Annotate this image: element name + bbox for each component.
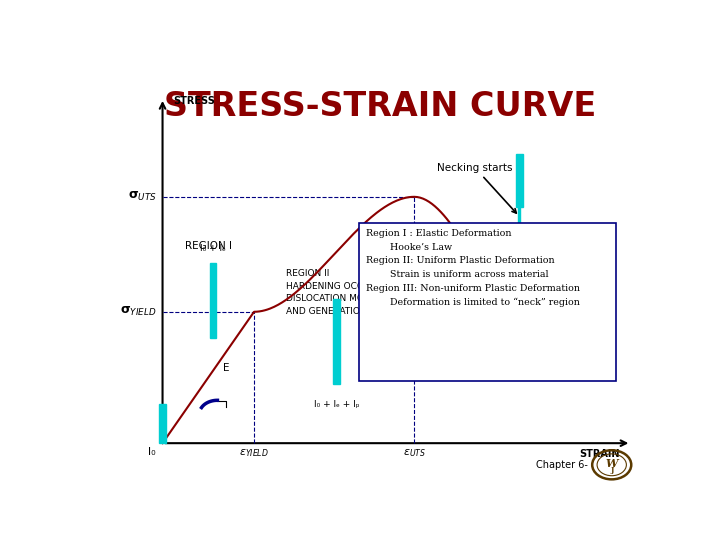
Text: l₀ + lₑ: l₀ + lₑ: [200, 244, 226, 253]
Bar: [159, 404, 166, 443]
Bar: [516, 154, 523, 207]
Text: STRAIN: STRAIN: [580, 449, 620, 460]
Text: J: J: [610, 466, 613, 474]
Text: REGION I: REGION I: [185, 241, 232, 251]
Text: $\varepsilon_{UTS}$: $\varepsilon_{UTS}$: [402, 447, 426, 459]
Text: l₀ + lₑ + lₚ: l₀ + lₑ + lₚ: [314, 401, 359, 409]
Bar: [516, 226, 523, 299]
Text: $\mathbf{\sigma}_{UTS}$: $\mathbf{\sigma}_{UTS}$: [128, 190, 157, 204]
Text: REGION III: REGION III: [438, 241, 491, 251]
Text: REGION II
HARDENING OCCURS
DISLOCATION MOTION
AND GENERATION !: REGION II HARDENING OCCURS DISLOCATION M…: [286, 269, 386, 315]
Text: STRESS-STRAIN CURVE: STRESS-STRAIN CURVE: [164, 90, 596, 123]
Bar: [359, 223, 616, 381]
Text: $\varepsilon_{YIELD}$: $\varepsilon_{YIELD}$: [239, 447, 269, 459]
Text: Necking starts: Necking starts: [437, 163, 516, 213]
Text: l₀: l₀: [148, 447, 156, 457]
Text: $\mathbf{\sigma}_{YIELD}$: $\mathbf{\sigma}_{YIELD}$: [120, 305, 157, 319]
Text: $\mathbf{\sigma}_{FAILURE}$ $\mathbf{or}$ $\mathbf{\sigma}_{FRACTURE}$: $\mathbf{\sigma}_{FAILURE}$ $\mathbf{or}…: [474, 345, 574, 357]
Bar: [210, 262, 216, 338]
Bar: [518, 207, 521, 226]
Text: W: W: [606, 457, 618, 469]
Text: Chapter 6-: Chapter 6-: [536, 460, 588, 470]
Text: Region I : Elastic Deformation
        Hooke’s Law
Region II: Uniform Plastic De: Region I : Elastic Deformation Hooke’s L…: [366, 230, 580, 307]
Text: E: E: [223, 363, 230, 373]
Text: STRESS: STRESS: [174, 96, 215, 106]
Bar: [333, 299, 340, 384]
